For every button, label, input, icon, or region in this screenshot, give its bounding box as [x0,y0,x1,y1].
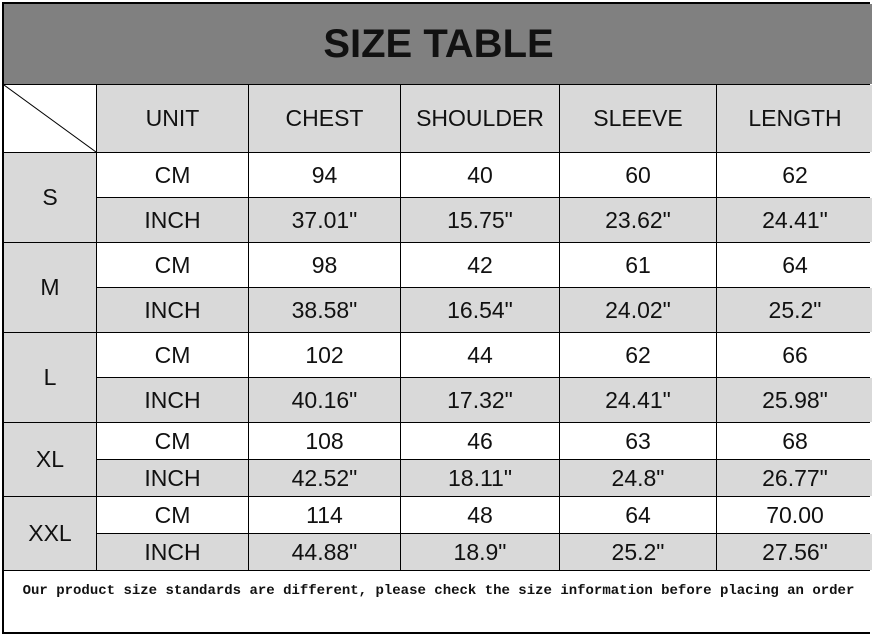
inch-value: 42.52" [249,460,400,496]
size-label: S [4,153,96,242]
size-label: XL [4,423,96,496]
cm-value: 62 [560,333,716,377]
unit-inch: INCH [97,198,248,242]
size-label: L [4,333,96,422]
unit-cm: CM [97,333,248,377]
cm-value: 70.00 [717,497,872,533]
inch-value: 27.56" [717,534,872,570]
size-label: XXL [4,497,96,570]
cm-value: 102 [249,333,400,377]
unit-cm: CM [97,423,248,459]
size-table: SIZE TABLE UNIT CHEST SHOULDER SLEEVE LENGTH… [4,4,872,632]
unit-inch: INCH [97,288,248,332]
corner-cell [4,85,96,152]
inch-value: 24.8" [560,460,716,496]
inch-value: 37.01" [249,198,400,242]
cm-value: 46 [401,423,559,459]
cm-value: 114 [249,497,400,533]
footer-note: Our product size standards are different… [4,571,872,632]
header-length: LENGTH [717,85,872,152]
inch-value: 18.11" [401,460,559,496]
cm-value: 64 [560,497,716,533]
inch-value: 18.9" [401,534,559,570]
cm-value: 94 [249,153,400,197]
inch-value: 15.75" [401,198,559,242]
cm-value: 61 [560,243,716,287]
unit-cm: CM [97,497,248,533]
table-title: SIZE TABLE [4,4,872,84]
size-label: M [4,243,96,332]
inch-value: 24.02" [560,288,716,332]
unit-inch: INCH [97,534,248,570]
inch-value: 16.54" [401,288,559,332]
inch-value: 17.32" [401,378,559,422]
cm-value: 98 [249,243,400,287]
diagonal-line-icon [4,85,96,152]
inch-value: 26.77" [717,460,872,496]
cm-value: 68 [717,423,872,459]
cm-value: 42 [401,243,559,287]
inch-value: 25.2" [717,288,872,332]
unit-cm: CM [97,153,248,197]
header-sleeve: SLEEVE [560,85,716,152]
inch-value: 44.88" [249,534,400,570]
unit-cm: CM [97,243,248,287]
inch-value: 24.41" [560,378,716,422]
unit-inch: INCH [97,460,248,496]
cm-value: 60 [560,153,716,197]
cm-value: 108 [249,423,400,459]
cm-value: 64 [717,243,872,287]
unit-inch: INCH [97,378,248,422]
header-shoulder: SHOULDER [401,85,559,152]
cm-value: 63 [560,423,716,459]
inch-value: 25.98" [717,378,872,422]
cm-value: 40 [401,153,559,197]
inch-value: 23.62" [560,198,716,242]
inch-value: 38.58" [249,288,400,332]
cm-value: 66 [717,333,872,377]
cm-value: 48 [401,497,559,533]
inch-value: 25.2" [560,534,716,570]
header-chest: CHEST [249,85,400,152]
inch-value: 24.41" [717,198,872,242]
inch-value: 40.16" [249,378,400,422]
cm-value: 44 [401,333,559,377]
header-unit: UNIT [97,85,248,152]
cm-value: 62 [717,153,872,197]
